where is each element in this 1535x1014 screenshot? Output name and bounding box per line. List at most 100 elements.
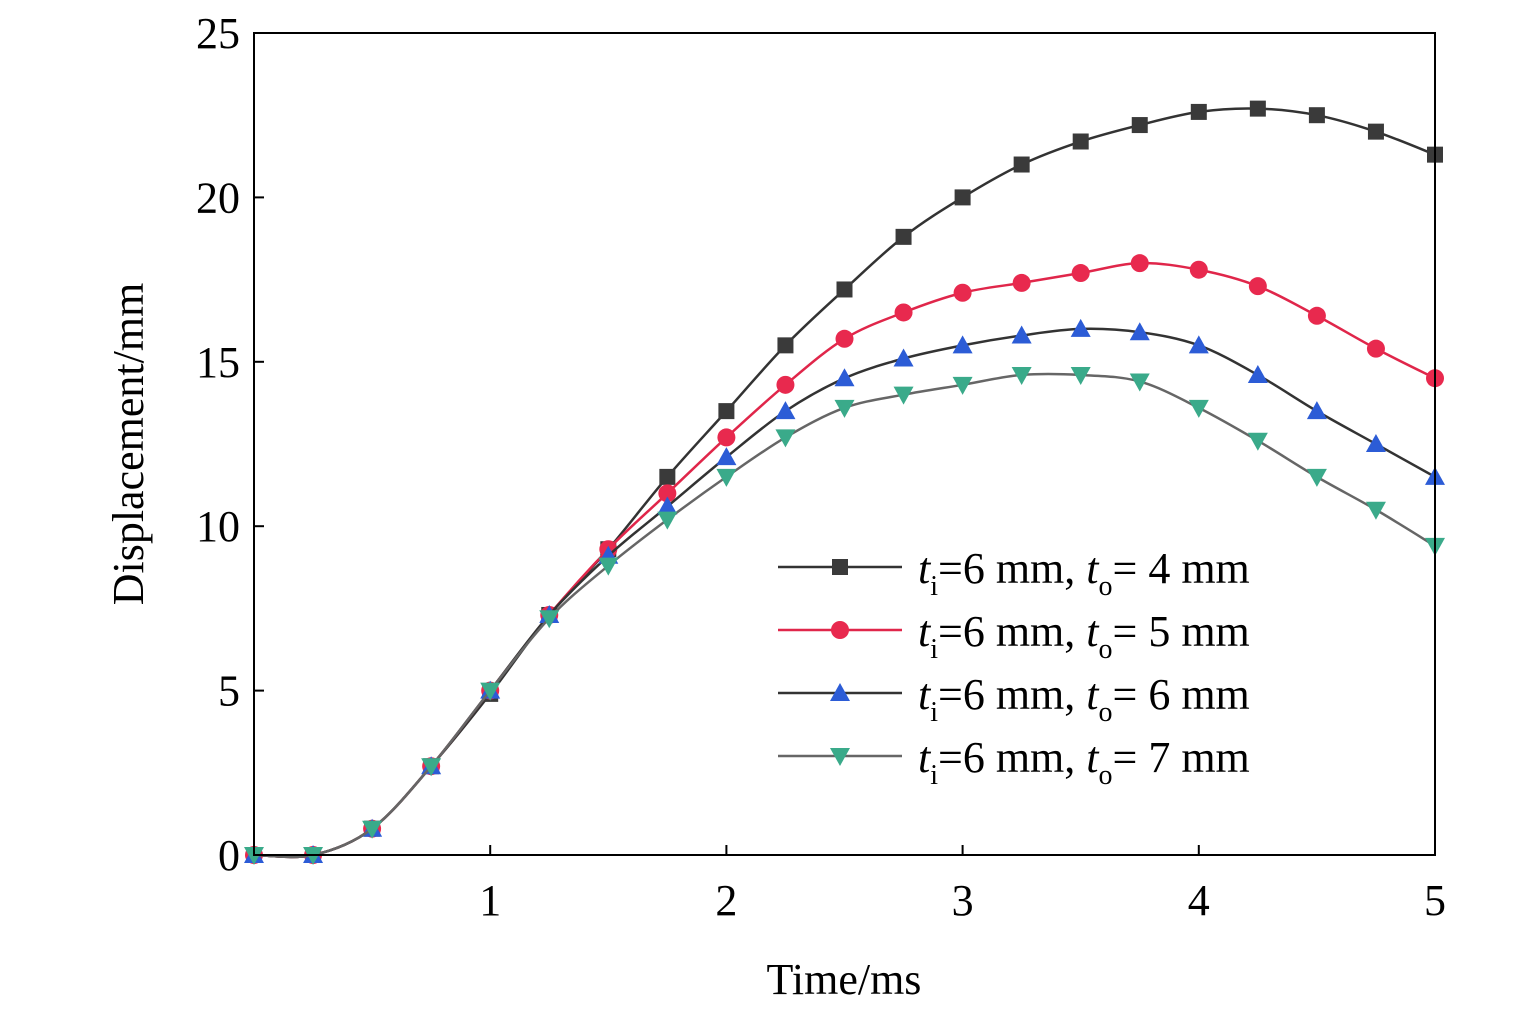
data-point (1188, 335, 1209, 354)
data-point (1070, 366, 1091, 385)
legend-marker (830, 683, 850, 701)
data-point (1013, 156, 1030, 173)
legend-label-part: i (930, 571, 938, 602)
legend-label-part: =6 mm, (938, 544, 1086, 593)
y-tick-label: 5 (218, 667, 240, 716)
legend-label-part: t (1086, 733, 1100, 782)
legend-marker (831, 621, 849, 639)
data-point (1072, 133, 1089, 150)
legend-label-part: =6 mm, (938, 607, 1086, 656)
legend-label-part: t (918, 670, 932, 719)
legend-label-part: t (918, 733, 932, 782)
legend-label-part: o (1099, 697, 1113, 728)
data-point (893, 386, 914, 405)
data-point (1306, 468, 1327, 487)
x-tick-label: 2 (715, 876, 737, 925)
data-point (1366, 339, 1385, 358)
legend-label-part: i (930, 634, 938, 665)
legend-label: ti=6 mm, to= 6 mm (918, 670, 1250, 728)
legend-label-part: =6 mm, (938, 670, 1086, 719)
y-tick-label: 25 (196, 9, 240, 58)
x-tick-label: 4 (1188, 876, 1210, 925)
legend-label-part: = 7 mm (1113, 733, 1250, 782)
data-point (952, 376, 973, 395)
data-point (776, 375, 795, 394)
data-point (835, 329, 854, 348)
data-point (1131, 117, 1148, 134)
data-point (362, 820, 383, 839)
legend-label-part: o (1099, 571, 1113, 602)
data-point (539, 610, 560, 629)
legend-label-part: o (1099, 634, 1113, 665)
y-tick-label: 10 (196, 502, 240, 551)
y-axis-title: Displacement/mm (104, 283, 153, 606)
legend-label-part: t (1086, 607, 1100, 656)
data-point (1248, 277, 1267, 296)
data-point (1070, 318, 1091, 337)
legend-label-part: = 4 mm (1113, 544, 1250, 593)
data-point (1367, 123, 1384, 140)
plot-frame (253, 32, 1436, 856)
data-point (893, 348, 914, 367)
data-point (1011, 366, 1032, 385)
data-point (1011, 325, 1032, 344)
data-point (717, 428, 736, 447)
data-point (480, 682, 501, 701)
data-point (598, 557, 619, 576)
data-point (1365, 434, 1386, 452)
data-point (1190, 103, 1207, 120)
data-point (1306, 401, 1327, 420)
legend-label-part: o (1099, 760, 1113, 791)
data-point (834, 399, 855, 418)
data-point (952, 335, 973, 354)
data-point (657, 496, 678, 515)
legend-label-part: i (930, 697, 938, 728)
data-point (716, 468, 737, 487)
data-point (1129, 322, 1150, 341)
legend-label-part: = 6 mm (1113, 670, 1250, 719)
series-line (253, 372, 1436, 859)
data-point (775, 401, 796, 420)
data-point (1012, 273, 1031, 292)
data-point (1189, 260, 1208, 279)
legend-label-part: = 5 mm (1113, 607, 1250, 656)
series-line (253, 107, 1436, 859)
legend-entry: ti=6 mm, to= 5 mm (778, 607, 1250, 665)
data-point (1307, 306, 1326, 325)
data-point (1188, 399, 1209, 418)
data-point (953, 283, 972, 302)
data-point (658, 484, 677, 503)
legend-entry: ti=6 mm, to= 6 mm (778, 670, 1250, 728)
x-tick-label: 5 (1424, 876, 1446, 925)
legend-label: ti=6 mm, to= 5 mm (918, 607, 1250, 665)
data-point (1365, 501, 1386, 520)
x-tick-label: 3 (952, 876, 974, 925)
data-point (836, 281, 853, 298)
x-axis-title: Time/ms (767, 955, 922, 1004)
data-point (716, 447, 737, 466)
data-point (1247, 364, 1268, 383)
data-point (421, 758, 442, 777)
data-point (1249, 100, 1266, 117)
legend-label-part: t (1086, 544, 1100, 593)
series-4 (244, 366, 1445, 865)
y-tick-label: 20 (196, 173, 240, 222)
legend-entry: ti=6 mm, to= 7 mm (778, 733, 1250, 791)
tick-layer: 1 2 3 4 5 0 5 10 15 20 25 (196, 9, 1446, 925)
legend-label: ti=6 mm, to= 7 mm (918, 733, 1250, 791)
data-point (1130, 254, 1149, 273)
y-tick-label: 15 (196, 338, 240, 387)
data-point (1071, 264, 1090, 283)
data-point (834, 368, 855, 387)
legend-entry: ti=6 mm, to= 4 mm (778, 544, 1250, 602)
data-point (718, 403, 735, 420)
legend-label-part: i (930, 760, 938, 791)
data-point (657, 511, 678, 530)
data-point (954, 189, 971, 206)
data-point (1247, 432, 1268, 451)
data-point (1308, 107, 1325, 124)
legend-label-part: t (1086, 670, 1100, 719)
legend-label-part: =6 mm, (938, 733, 1086, 782)
data-point (894, 303, 913, 322)
data-point (777, 337, 794, 354)
